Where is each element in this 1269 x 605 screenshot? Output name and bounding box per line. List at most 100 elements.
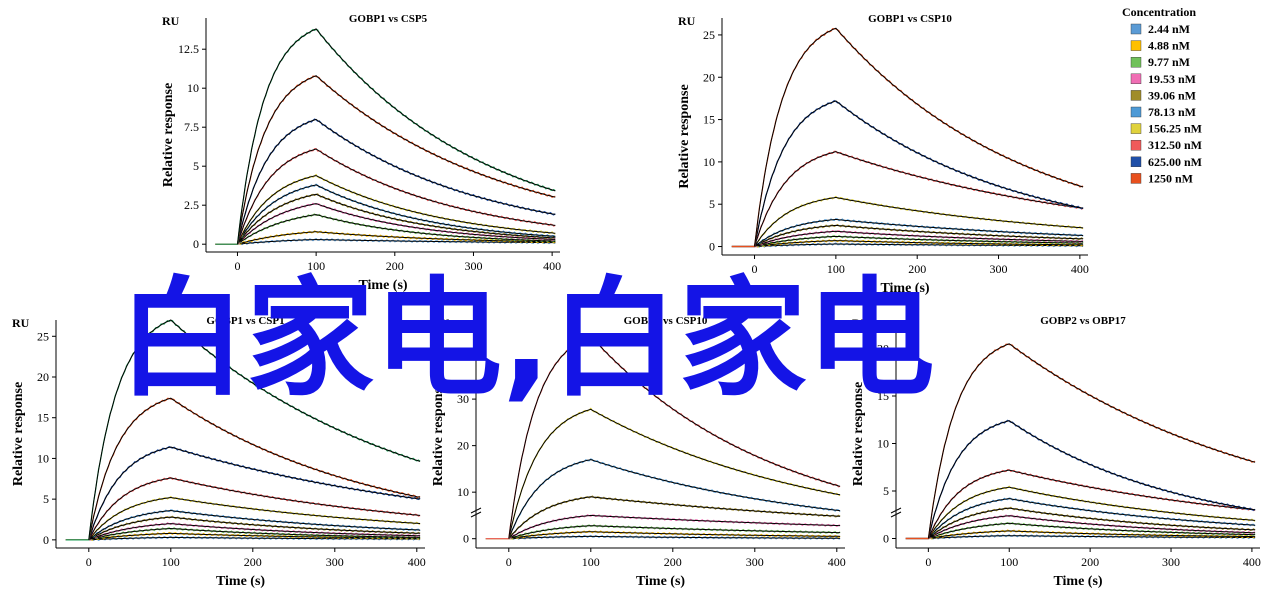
y-tick-label: 20 [703, 70, 715, 84]
x-tick-label: 300 [326, 555, 344, 569]
chart-title: GOBP1 vs CSP1 [206, 315, 284, 327]
axis-break [470, 511, 482, 518]
y-tick-label: 5 [709, 197, 715, 211]
legend-swatch [1130, 106, 1142, 118]
fit-curve [508, 459, 841, 539]
x-tick-label: 0 [506, 555, 512, 569]
y-tick-label: 0 [463, 532, 469, 546]
fit-curve [237, 231, 556, 245]
chart-panel-1: 0 2.5 5 7.5 10 12.5 0 100 200 300 400 RU GOBP1 vs CS… [161, 13, 561, 293]
chart-title: GOBP1 vs CSP5 [349, 13, 428, 25]
fit-curve [237, 75, 556, 245]
y-axis-label: Relative response [851, 382, 866, 486]
sensorgram-curve [485, 524, 841, 540]
legend-swatch [1130, 40, 1142, 51]
sensorgram-curve [731, 234, 1084, 248]
y-tick-label: 15 [37, 411, 49, 425]
y-tick-label: 10 [187, 81, 199, 95]
fit-curve [508, 496, 841, 540]
fit-curve [237, 175, 556, 245]
sensorgram-curve [905, 521, 1256, 540]
sensorgram-curve [215, 148, 556, 245]
fit-curve [754, 100, 1084, 247]
y-tick-label: 30 [457, 392, 469, 406]
y-tick-label: 0 [709, 240, 715, 254]
y-tick-label: 25 [37, 329, 49, 343]
legend-label: 1250 nM [1148, 171, 1193, 185]
fit-curve [508, 525, 841, 540]
fit-curve [754, 240, 1084, 247]
x-axis-label: Time (s) [636, 574, 685, 589]
fit-curve [928, 515, 1256, 539]
legend-swatch [1130, 73, 1142, 85]
y-axis-label: Relative response [161, 83, 176, 187]
fit-curve [928, 507, 1256, 539]
unit-label: RU [678, 14, 696, 28]
sensorgram-curve [65, 527, 421, 541]
legend-label: 19.53 nM [1148, 72, 1196, 86]
y-tick-label: 5 [193, 159, 199, 173]
legend-swatch [1130, 173, 1142, 184]
fit-curve [508, 335, 841, 539]
x-tick-label: 100 [307, 259, 325, 273]
unit-label: RU [12, 316, 30, 330]
y-tick-label: 0 [43, 533, 49, 547]
fit-curve [237, 238, 556, 245]
fit-curve [88, 446, 421, 541]
y-tick-label: 0 [193, 237, 199, 251]
fit-curve [88, 319, 421, 540]
y-tick-label: 15 [703, 113, 715, 127]
legend-label: 39.06 nM [1148, 88, 1196, 102]
fit-curve [754, 224, 1084, 247]
x-tick-label: 200 [244, 555, 262, 569]
y-tick-label: 10 [37, 451, 49, 465]
legend: Concentration 2.44 nM 4.88 nM 9.77 nM 19.53 … [1122, 5, 1202, 185]
fit-curve [88, 509, 421, 541]
fit-curve [237, 184, 556, 245]
x-tick-label: 400 [1243, 555, 1261, 569]
fit-curve [927, 486, 1256, 539]
legend-swatch [1130, 90, 1142, 101]
y-tick-label: 20 [877, 342, 889, 356]
fit-curve [754, 230, 1084, 247]
fit-curve [508, 408, 841, 539]
x-tick-label: 400 [543, 259, 561, 273]
fit-curve [237, 148, 556, 245]
legend-label: 78.13 nM [1148, 105, 1196, 119]
sensorgram-curve [905, 497, 1256, 540]
fit-curve [928, 530, 1256, 539]
x-tick-label: 300 [746, 555, 764, 569]
x-tick-label: 100 [582, 555, 600, 569]
x-tick-label: 0 [234, 259, 240, 273]
fit-curve [88, 532, 421, 541]
watermark-text: 白家电,白家电 [118, 265, 935, 414]
x-tick-label: 200 [1081, 555, 1099, 569]
fit-curve [88, 523, 421, 541]
x-tick-label: 200 [908, 262, 926, 276]
x-tick-label: 0 [925, 555, 931, 569]
x-axis-label: Time (s) [1053, 574, 1102, 589]
unit-label: RU [852, 316, 870, 330]
fit-curve [754, 235, 1084, 247]
unit-label: RU [432, 316, 450, 330]
fit-curve [88, 536, 421, 541]
axis-break [890, 511, 902, 518]
fit-curve [237, 118, 556, 245]
unit-label: RU [162, 14, 180, 28]
legend-label: 312.50 nM [1148, 138, 1202, 152]
x-tick-label: 300 [990, 262, 1008, 276]
fit-curve [237, 28, 556, 245]
fit-curve [754, 218, 1084, 247]
legend-swatch [1130, 23, 1142, 35]
chart-title: GOBP2 vs OBP17 [1040, 315, 1126, 327]
x-tick-label: 200 [664, 555, 682, 569]
x-tick-label: 300 [1162, 555, 1180, 569]
x-tick-label: 400 [1071, 262, 1089, 276]
y-tick-label: 5 [43, 492, 49, 506]
y-tick-label: 0 [883, 532, 889, 546]
legend-swatch [1130, 123, 1142, 134]
y-tick-label: 12.5 [178, 42, 199, 56]
